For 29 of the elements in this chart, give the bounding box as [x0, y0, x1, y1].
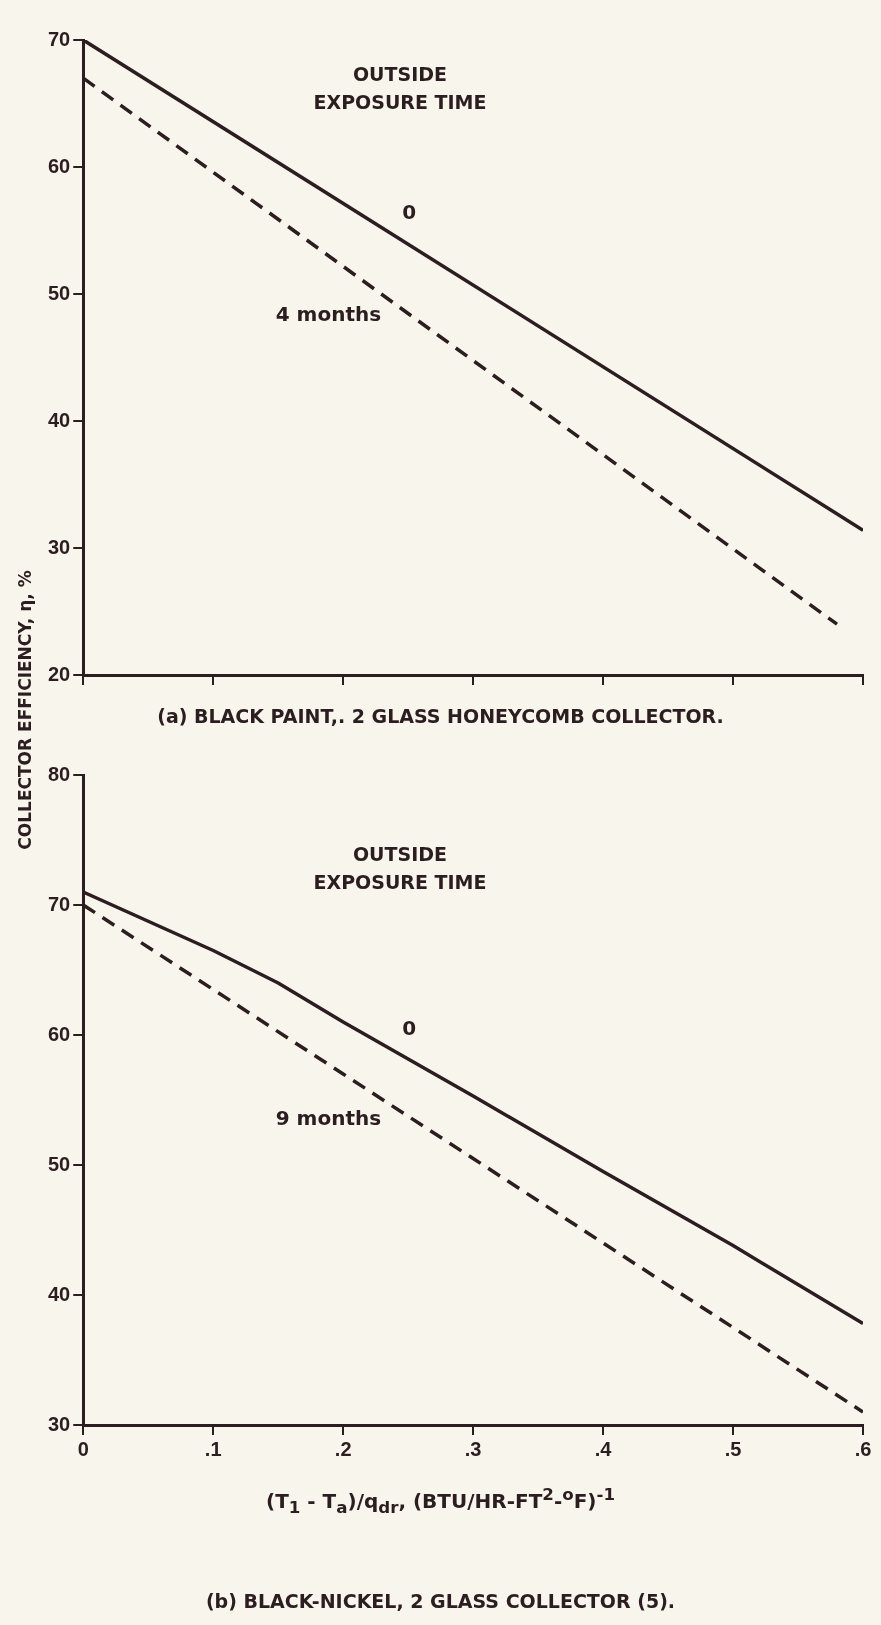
- y-tick-label: 60: [48, 1022, 71, 1045]
- annotation: OUTSIDE EXPOSURE TIME: [312, 62, 488, 115]
- x-tick-label: .6: [854, 1437, 872, 1460]
- y-tick-label: 70: [48, 892, 71, 915]
- y-tick-label: 60: [48, 154, 71, 177]
- annotation: OUTSIDE EXPOSURE TIME: [312, 842, 488, 895]
- x-tick-label: .3: [464, 1437, 482, 1460]
- series-label: 0: [402, 200, 417, 225]
- x-tick-label: .4: [594, 1437, 613, 1460]
- x-tick-label: .1: [204, 1437, 222, 1460]
- y-tick-label: 30: [48, 1412, 71, 1435]
- series-label: 4 months: [275, 302, 382, 327]
- x-tick-label: .5: [724, 1437, 742, 1460]
- y-tick-label: 30: [48, 535, 71, 558]
- y-tick-label: 50: [48, 1152, 71, 1175]
- y-tick-label: 80: [48, 762, 71, 785]
- y-tick-label: 50: [48, 281, 71, 304]
- series-label: 0: [402, 1015, 417, 1040]
- x-tick-label: 0: [77, 1437, 89, 1460]
- text: (b) BLACK-NICKEL, 2 GLASS COLLECTOR (5).: [204, 1590, 677, 1612]
- y-axis-title: COLLECTOR EFFICIENCY, η, %: [15, 569, 35, 852]
- series-label: 9 months: [275, 1106, 382, 1130]
- y-tick-label: 20: [48, 662, 71, 685]
- y-tick-label: 40: [48, 408, 71, 431]
- x-tick-label: .2: [334, 1437, 352, 1460]
- text: (a) BLACK PAINT,. 2 GLASS HONEYCOMB COLLECTOR.: [157, 705, 724, 727]
- y-tick-label: 70: [48, 27, 71, 50]
- text: (T$_{1}$ - T$_{a}$)/q$_{dr}$, (BTU/HR-FT$^{2}$-$^{o}$F)$^{-1}$: [266, 1485, 615, 1517]
- y-tick-label: 40: [48, 1282, 71, 1305]
